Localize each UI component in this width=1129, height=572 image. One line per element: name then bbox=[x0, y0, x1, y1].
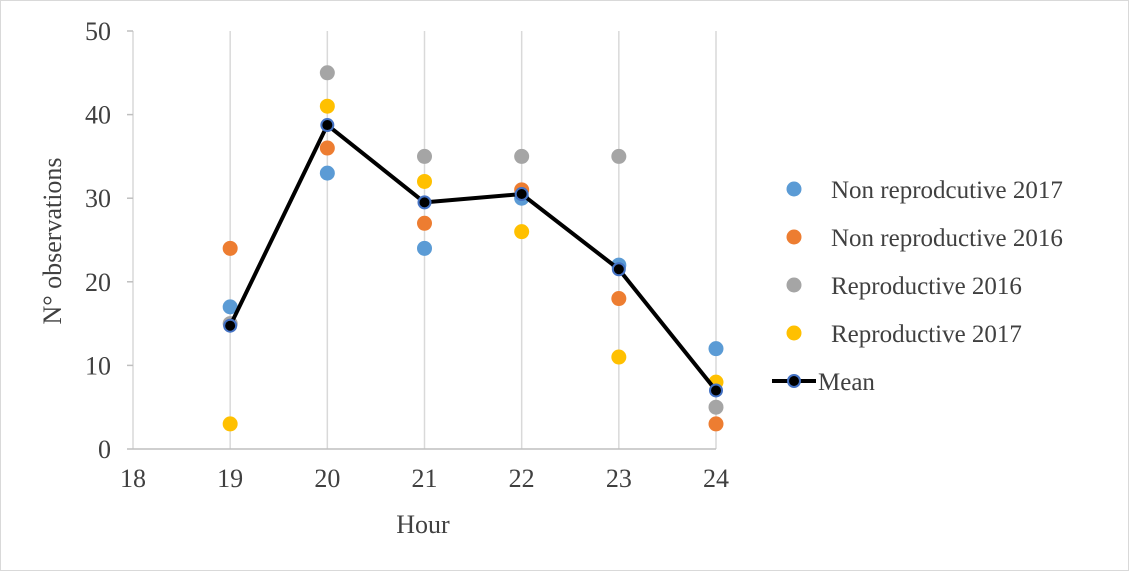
y-tick-label-10: 10 bbox=[85, 351, 111, 380]
x-tick-label-23: 23 bbox=[606, 464, 632, 493]
point-series3-x19 bbox=[222, 416, 238, 432]
plot-area bbox=[222, 65, 724, 432]
point-series3-x21 bbox=[417, 173, 432, 189]
point-series2-x22 bbox=[514, 148, 530, 164]
mean-point-x23 bbox=[611, 262, 626, 277]
point-series2-x21 bbox=[417, 148, 432, 164]
y-tick-label-40: 40 bbox=[85, 101, 111, 130]
mean-point-x20 bbox=[320, 118, 335, 133]
y-tick-label-0: 0 bbox=[98, 435, 111, 464]
point-series0-x20 bbox=[319, 165, 335, 181]
legend-label-1: Non reproductive 2016 bbox=[831, 225, 1063, 252]
mean-point-x22 bbox=[514, 187, 529, 202]
x-tick-label-21: 21 bbox=[412, 464, 438, 493]
mean-line bbox=[228, 123, 718, 392]
legend-label-4: Mean bbox=[818, 369, 875, 396]
tick-labels: 0 10 20 30 40 50 18 19 20 21 22 23 24 bbox=[85, 17, 729, 493]
mean-point-x21 bbox=[417, 195, 432, 210]
legend-label-3: Reproductive 2017 bbox=[831, 321, 1022, 348]
point-series1-x21 bbox=[417, 215, 432, 231]
y-tick-label-20: 20 bbox=[85, 268, 111, 297]
legend-marker-1 bbox=[786, 229, 802, 245]
point-series0-x21 bbox=[417, 240, 432, 256]
legend-label-2: Reproductive 2016 bbox=[831, 273, 1022, 300]
legend-label-0: Non reprodcutive 2017 bbox=[831, 177, 1063, 204]
y-tick-label-50: 50 bbox=[85, 17, 111, 46]
x-tick-label-22: 22 bbox=[509, 464, 535, 493]
y-tick-label-30: 30 bbox=[85, 184, 111, 213]
point-series3-x20 bbox=[319, 98, 335, 114]
point-series2-x24 bbox=[708, 399, 724, 415]
x-tick-label-19: 19 bbox=[217, 464, 243, 493]
point-series1-x23 bbox=[611, 291, 627, 307]
point-series1-x24 bbox=[708, 416, 724, 432]
legend-marker-4 bbox=[787, 374, 801, 388]
y-axis-title: N° observations bbox=[38, 157, 67, 324]
mean-point-x19 bbox=[223, 318, 238, 333]
x-tick-label-20: 20 bbox=[314, 464, 340, 493]
legend-marker-2 bbox=[786, 277, 802, 293]
x-tick-label-24: 24 bbox=[703, 464, 729, 493]
point-series1-x20 bbox=[319, 140, 335, 156]
point-series0-x19 bbox=[222, 299, 238, 315]
point-series3-x22 bbox=[514, 224, 530, 240]
point-series2-x20 bbox=[319, 65, 335, 81]
axes bbox=[127, 30, 716, 450]
point-series1-x19 bbox=[222, 240, 238, 256]
mean-point-x24 bbox=[709, 383, 723, 398]
legend-marker-3 bbox=[786, 325, 802, 341]
grid-lines bbox=[229, 31, 717, 449]
x-tick-label-18: 18 bbox=[120, 464, 146, 493]
point-series3-x23 bbox=[611, 349, 627, 365]
legend: Non reprodcutive 2017 Non reproductive 20… bbox=[772, 177, 1063, 396]
legend-marker-0 bbox=[786, 181, 802, 197]
point-series2-x23 bbox=[611, 148, 627, 164]
point-series0-x24 bbox=[708, 341, 724, 357]
x-axis-title: Hour bbox=[396, 510, 450, 539]
